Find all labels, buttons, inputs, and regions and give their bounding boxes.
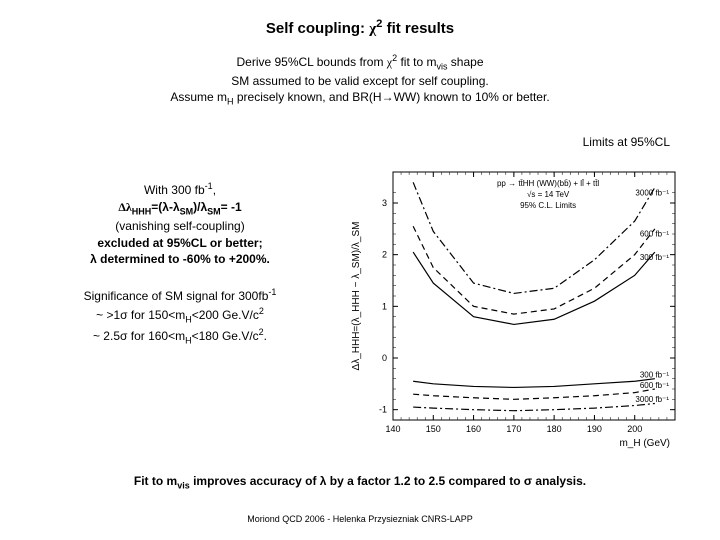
svg-text:2: 2 (382, 250, 387, 260)
svg-text:Δλ_HHH=(λ_HHH − λ_SM)/λ_SM: Δλ_HHH=(λ_HHH − λ_SM)/λ_SM (351, 222, 362, 371)
svg-text:160: 160 (466, 424, 481, 434)
svg-text:200: 200 (627, 424, 642, 434)
svg-text:150: 150 (426, 424, 441, 434)
svg-text:3000 fb⁻¹: 3000 fb⁻¹ (635, 395, 669, 404)
svg-text:180: 180 (547, 424, 562, 434)
svg-text:√s = 14 TeV: √s = 14 TeV (527, 190, 570, 199)
svg-text:1: 1 (382, 301, 387, 311)
svg-text:300 fb⁻¹: 300 fb⁻¹ (640, 253, 669, 262)
footer: Moriond QCD 2006 - Helenka Przysiezniak … (0, 514, 720, 524)
limits-label: Limits at 95%CL (583, 135, 670, 149)
limits-chart: 140 150 160 170 180 190 200 -1 0 1 2 3 m_H (GeV) Δλ_H… (345, 160, 685, 450)
svg-text:-1: -1 (379, 405, 387, 415)
svg-text:190: 190 (587, 424, 602, 434)
page-title: Self coupling: χ2 fit results (0, 0, 720, 38)
svg-text:95% C.L. Limits: 95% C.L. Limits (520, 201, 576, 210)
svg-text:3: 3 (382, 198, 387, 208)
svg-text:300 fb⁻¹: 300 fb⁻¹ (640, 371, 669, 380)
svg-text:3000 fb⁻¹: 3000 fb⁻¹ (635, 188, 669, 197)
svg-text:0: 0 (382, 353, 387, 363)
subtitle: Derive 95%CL bounds from χ2 fit to mvis … (0, 52, 720, 107)
svg-text:600 fb⁻¹: 600 fb⁻¹ (640, 230, 669, 239)
left-text-block: With 300 fb-1, ΔλHHH=(λ-λSM)/λSM= -1 (va… (40, 180, 320, 347)
svg-text:140: 140 (385, 424, 400, 434)
bottom-conclusion: Fit to mvis improves accuracy of λ by a … (0, 474, 720, 490)
svg-text:600 fb⁻¹: 600 fb⁻¹ (640, 381, 669, 390)
svg-text:m_H (GeV): m_H (GeV) (619, 438, 670, 449)
svg-text:170: 170 (506, 424, 521, 434)
svg-text:pp → tt̄HH (WW)(bb̄) + ll̄ + t: pp → tt̄HH (WW)(bb̄) + ll̄ + tt̄l (497, 179, 599, 188)
